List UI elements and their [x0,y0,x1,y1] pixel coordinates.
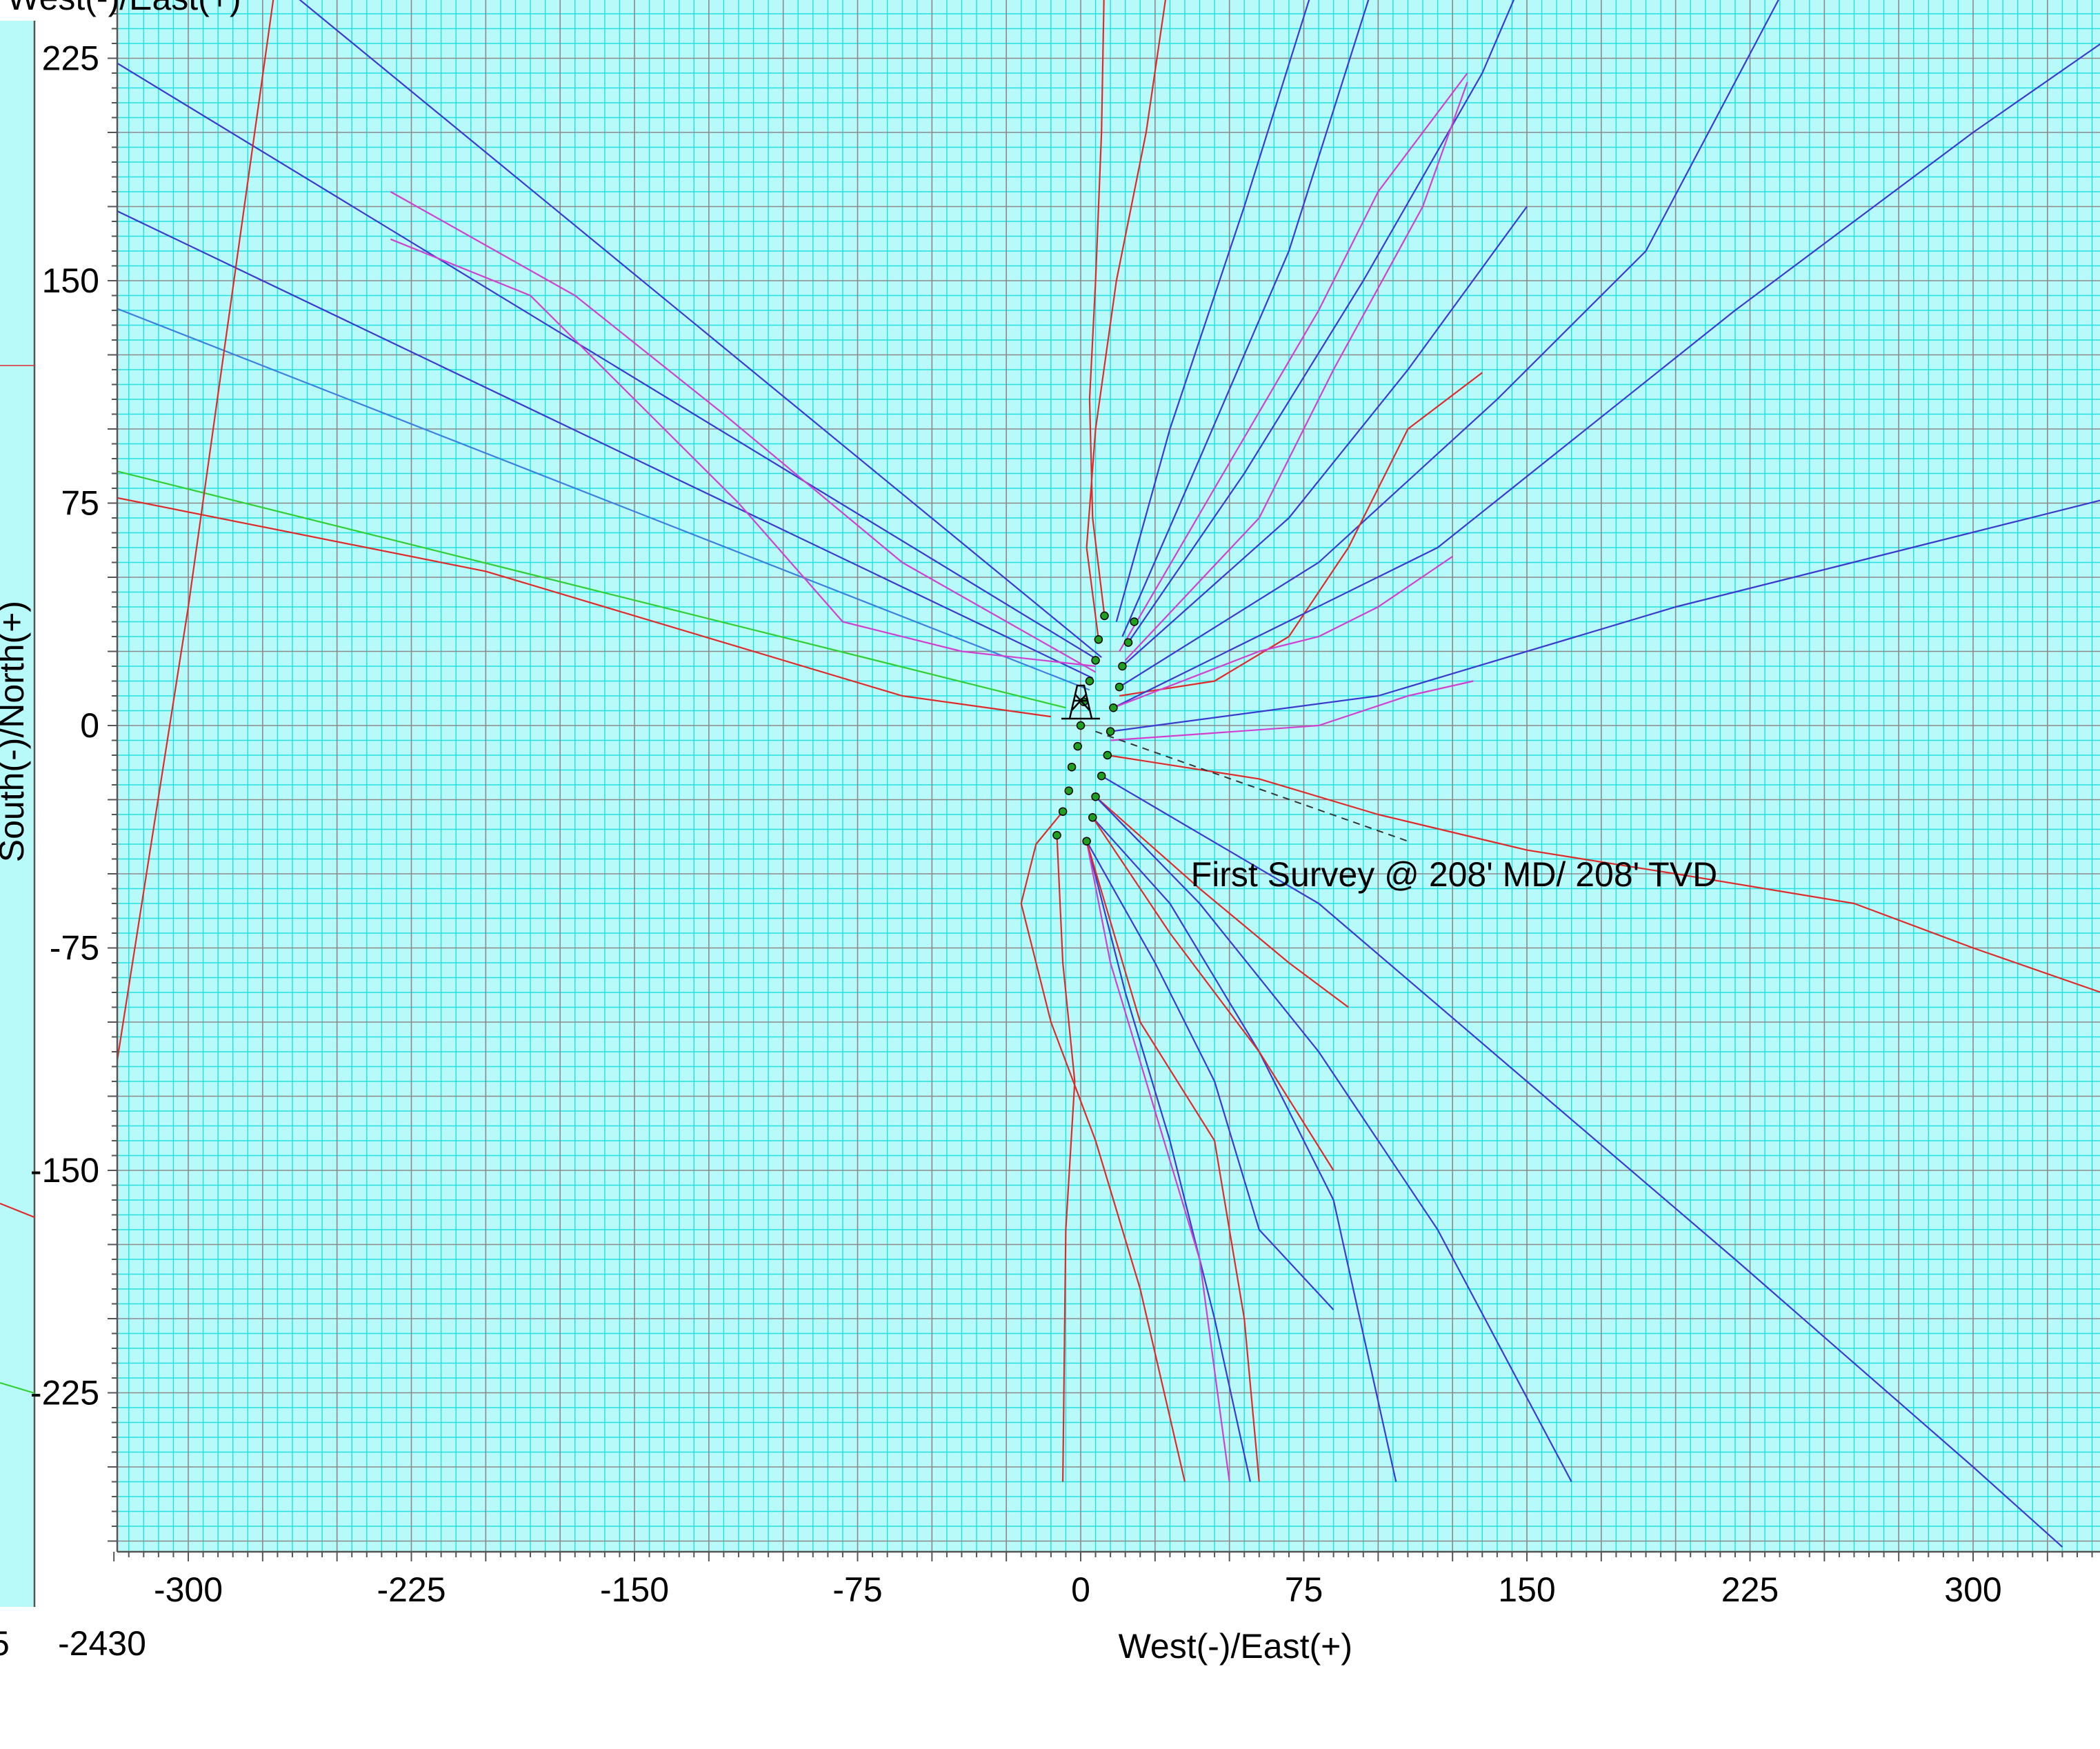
neighbor-panel-path [0,1202,35,1219]
series-layer [117,0,2100,1548]
y-tick-label: -75 [50,929,99,968]
well-path-blue-12 [1115,0,1310,622]
bottom-left-fragment: 5 [0,1624,10,1663]
survey-marker [1052,830,1061,840]
x-tick-label: -225 [377,1570,446,1609]
well-path-blue-2 [117,210,1093,679]
well-path-magenta-14 [1119,72,1468,652]
survey-marker [1067,762,1077,772]
well-path-blue-18 [1119,0,1779,688]
well-path-red-11 [1086,0,1167,640]
x-tick-label: -300 [154,1570,223,1609]
well-path-red-35 [1020,811,1186,1482]
survey-marker [1123,638,1133,647]
well-path-red-7 [117,0,274,1066]
well-path-magenta-32 [1086,841,1230,1482]
y-tick-label: -225 [30,1374,99,1412]
x-tick-label: 75 [1285,1570,1323,1609]
y-tick-label: 0 [80,706,99,745]
drilling-rig-icon [1061,684,1100,720]
survey-marker [1106,727,1115,736]
well-path-red-10 [1088,0,1106,617]
well-path-blue-30 [1086,841,1334,1310]
well-path-red-26 [1094,796,1349,1008]
well-path-lightblue-3 [117,308,1090,691]
well-path-red-24 [1107,754,2100,993]
first-survey-annotation: First Survey @ 208' MD/ 208' TVD [1191,855,1718,894]
survey-marker [1130,617,1139,626]
x-axis-title: West(-)/East(+) [1119,1627,1352,1666]
survey-marker [1094,635,1103,644]
well-path-red-5 [117,497,1052,718]
well-path-red-33 [1086,841,1260,1482]
x-tick-label: 300 [1944,1570,2001,1609]
well-path-green-6 [117,470,1066,709]
survey-marker-layer [1052,611,1139,846]
well-path-magenta-16 [1124,81,1468,661]
well-path-blue-17 [1121,206,1528,667]
survey-marker [1100,611,1109,621]
x-tick-label: 0 [1071,1570,1090,1609]
x-tick-label: 150 [1498,1570,1555,1609]
y-tick-label: 225 [42,39,99,78]
survey-marker [1097,771,1106,781]
well-path-red-19 [1119,372,1483,697]
well-path-blue-25 [1101,775,2063,1548]
survey-marker [1076,721,1086,730]
neighbor-panel-fragment [0,21,34,1607]
well-path-red-29 [1092,817,1334,1171]
well-path-blue-4 [299,0,1102,658]
bottom-left-depth-label: -2430 [58,1624,146,1663]
well-path-red-34 [1056,835,1076,1482]
y-tick-label: 75 [61,484,99,523]
well-path-blue-22 [1110,499,2100,732]
survey-marker [1109,703,1118,712]
well-path-blue-31 [1086,841,1251,1482]
survey-marker [1118,661,1127,671]
survey-marker [1064,786,1073,795]
survey-marker [1085,677,1094,686]
x-tick-label: -150 [600,1570,669,1609]
minor-grid [117,0,2100,1552]
well-path-magenta-8 [390,238,1096,668]
y-tick-label: -150 [30,1151,99,1190]
axes [0,0,2100,1607]
x-tick-label: -75 [832,1570,882,1609]
y-tick-label: 150 [42,261,99,300]
x-tick-label: 225 [1721,1570,1779,1609]
plot-area [117,0,2100,1552]
well-path-blue-15 [1128,0,1515,643]
well-path-magenta-9 [390,191,1097,673]
well-path-blue-20 [1112,43,2100,709]
survey-marker [1091,656,1100,665]
survey-marker [1114,682,1124,692]
survey-marker [1082,837,1091,846]
survey-marker [1088,813,1097,822]
survey-marker [1091,792,1100,801]
tick-labels: -300 -225 -150 -75 0 75 150 225 300 225 150 75 0 -75 -… [30,39,2002,1610]
well-path-magenta-21 [1113,555,1453,709]
well-path-blue-1 [117,62,1099,661]
survey-marker [1058,807,1068,816]
annotation-leader-line [1095,730,1408,842]
major-grid [117,0,2100,1552]
well-path-blue-13 [1121,0,1370,637]
top-axis-title-fragment: West(-)/East(+) [7,0,241,17]
well-path-blue-27 [1094,796,1572,1483]
y-axis-title: South(-)/North(+) [0,601,31,862]
survey-marker [1073,741,1082,751]
well-path-magenta-23 [1110,680,1474,741]
survey-marker [1103,750,1112,760]
neighbor-panel-path [0,1381,35,1395]
